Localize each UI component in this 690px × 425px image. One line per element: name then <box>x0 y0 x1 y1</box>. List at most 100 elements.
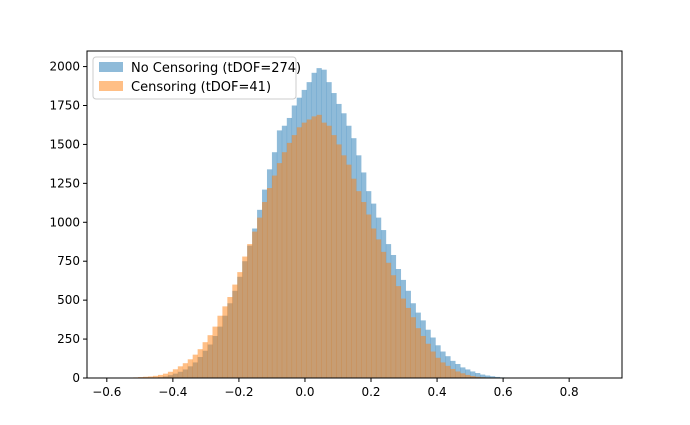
histogram-bar <box>153 375 159 378</box>
histogram-bar <box>465 369 471 378</box>
x-tick-label: −0.6 <box>92 385 121 399</box>
histogram-bar <box>158 374 164 378</box>
histogram-bar <box>232 284 238 378</box>
histogram-bar <box>484 375 491 378</box>
histogram-bar <box>455 363 461 378</box>
histogram-bar <box>361 202 367 378</box>
histogram-bar <box>351 178 357 378</box>
y-tick-label: 1000 <box>49 215 80 229</box>
x-tick-label: 0.0 <box>295 385 314 399</box>
y-tick-label: 0 <box>72 371 80 385</box>
histogram-bar <box>237 272 243 378</box>
histogram-bar <box>172 369 179 378</box>
histogram-bar <box>395 286 402 378</box>
histogram-bar <box>400 298 406 378</box>
histogram-bar <box>366 214 372 378</box>
histogram-bar <box>346 164 352 378</box>
histogram-bar <box>470 375 476 378</box>
histogram-bar <box>148 376 154 378</box>
histogram-bar <box>371 228 377 378</box>
histogram-bar <box>192 354 198 378</box>
x-tick-label: −0.2 <box>224 385 253 399</box>
plot-frame <box>86 50 623 379</box>
histogram-bar <box>222 306 228 378</box>
histogram-bar <box>420 335 426 378</box>
histogram-bar <box>281 152 288 378</box>
histogram-bar <box>202 342 208 378</box>
x-tick-label: 0.8 <box>560 385 579 399</box>
histogram-bar <box>460 367 466 378</box>
histogram-bar <box>415 328 421 378</box>
histogram-bar <box>430 351 436 378</box>
histogram-bar <box>494 376 501 378</box>
x-tick-label: 0.4 <box>428 385 447 399</box>
histogram-bar <box>242 256 248 378</box>
y-tick-label: 2000 <box>49 60 80 74</box>
histogram-bar <box>177 366 184 378</box>
histogram-bar <box>197 349 203 378</box>
histogram-bar <box>296 127 302 378</box>
histogram-bar <box>336 144 342 378</box>
histogram-bar <box>306 119 312 378</box>
histogram-bar <box>311 116 317 379</box>
y-tick-label: 1750 <box>49 99 80 113</box>
histogram-bar <box>227 297 233 378</box>
histogram-bar <box>331 135 337 378</box>
histogram-bar <box>475 373 481 378</box>
histogram-bar <box>440 362 446 378</box>
histogram-bar <box>217 315 223 378</box>
histogram-bar <box>252 231 258 378</box>
legend-swatch-censoring <box>99 81 123 91</box>
histogram-bar <box>207 335 213 378</box>
histogram-bar <box>271 175 278 378</box>
histogram-bar <box>262 202 268 378</box>
histogram-bar <box>479 374 486 378</box>
histogram-bar <box>425 343 431 378</box>
histogram-bar <box>276 163 283 378</box>
legend-box <box>92 56 297 100</box>
histogram-bar <box>326 125 332 379</box>
histogram-bar <box>385 262 392 378</box>
histogram-bar <box>291 135 297 378</box>
y-tick-label: 1500 <box>49 137 80 151</box>
histogram-bar <box>465 374 471 378</box>
y-tick-label: 250 <box>57 332 80 346</box>
bars-layer <box>118 68 515 379</box>
histogram-bar <box>321 122 327 378</box>
histogram-bar <box>450 368 456 378</box>
histogram-bar <box>286 142 293 378</box>
x-tick-label: −0.4 <box>158 385 187 399</box>
histogram-bar <box>167 371 174 378</box>
legend-swatch-no-censoring <box>99 62 123 72</box>
histogram-bar <box>460 373 466 378</box>
y-tick-label: 500 <box>57 293 80 307</box>
histogram-bar <box>187 359 193 378</box>
histogram-bar <box>341 155 347 378</box>
legend-label-censoring: Censoring (tDOF=41) <box>131 80 271 95</box>
histogram-bar <box>445 365 451 378</box>
histogram-bar <box>390 275 397 378</box>
histogram-bar <box>247 244 253 378</box>
histogram-bar <box>143 376 149 378</box>
histogram-bar <box>470 371 476 378</box>
histogram-bar <box>301 122 307 378</box>
histogram-bar <box>435 357 441 378</box>
y-tick-label: 750 <box>57 254 80 268</box>
x-tick-label: 0.2 <box>361 385 380 399</box>
y-axis: 0 250 500 750 1000 1250 1500 1750 2000 <box>49 60 87 385</box>
histogram-bar <box>316 114 322 378</box>
histogram-bar <box>162 373 169 378</box>
histogram-bar <box>182 363 189 378</box>
legend-label-no-censoring: No Censoring (tDOF=274) <box>131 61 301 76</box>
x-tick-label: 0.6 <box>494 385 513 399</box>
histogram-bar <box>455 371 461 378</box>
histogram-bar <box>356 191 362 378</box>
histogram-bar <box>380 251 387 378</box>
histogram-bar <box>410 317 416 378</box>
histogram-bar <box>489 376 496 378</box>
y-tick-label: 1250 <box>49 176 80 190</box>
legend: No Censoring (tDOF=274) Censoring (tDOF=… <box>92 56 301 100</box>
histogram-bar <box>266 188 273 378</box>
series-1 <box>118 114 501 379</box>
